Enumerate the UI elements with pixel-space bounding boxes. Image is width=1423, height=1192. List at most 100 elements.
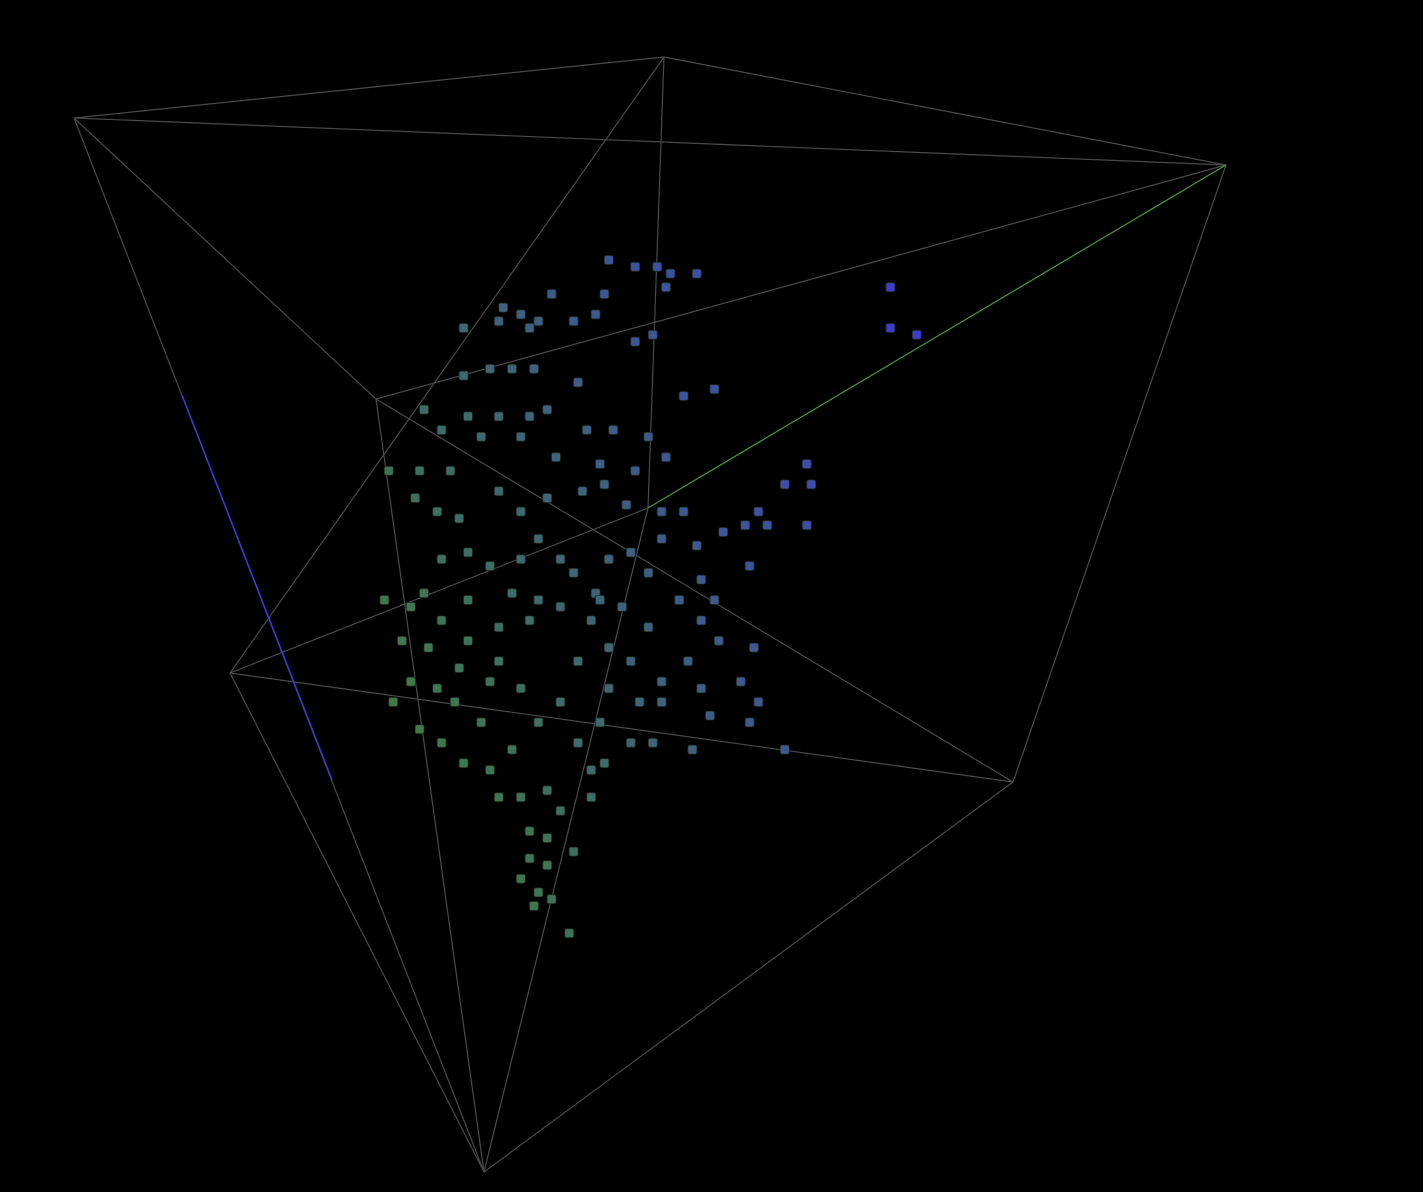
point — [555, 805, 566, 816]
point — [533, 533, 544, 544]
point — [423, 642, 434, 653]
point — [524, 411, 535, 422]
point — [595, 595, 605, 605]
point — [603, 255, 614, 265]
point — [595, 717, 605, 728]
point — [405, 676, 416, 687]
point — [397, 635, 407, 646]
point — [647, 329, 658, 340]
point — [630, 336, 641, 347]
point — [524, 853, 535, 864]
point — [696, 615, 707, 626]
point — [533, 887, 544, 898]
point — [709, 595, 720, 605]
point — [485, 676, 495, 687]
point — [515, 309, 526, 320]
point — [436, 554, 447, 565]
point — [458, 758, 469, 769]
point — [762, 520, 773, 531]
point — [493, 316, 504, 327]
point — [414, 465, 425, 476]
point — [555, 601, 566, 612]
point — [383, 465, 394, 476]
point — [674, 595, 685, 605]
point — [436, 425, 447, 435]
point — [625, 547, 636, 558]
point — [617, 601, 627, 612]
point — [753, 697, 764, 707]
point — [405, 601, 416, 612]
point — [542, 833, 553, 843]
point — [665, 268, 676, 279]
point — [551, 452, 561, 463]
point — [419, 588, 429, 599]
point — [625, 737, 636, 748]
point — [656, 533, 667, 544]
point — [515, 554, 526, 565]
point — [498, 302, 509, 313]
point — [542, 860, 553, 871]
point — [709, 384, 720, 395]
point — [603, 642, 614, 653]
point — [524, 323, 535, 333]
point — [740, 520, 751, 531]
point — [463, 547, 473, 558]
point — [507, 588, 517, 599]
point — [586, 765, 597, 775]
point — [436, 737, 447, 748]
point — [458, 323, 469, 333]
point — [630, 465, 641, 476]
point — [696, 574, 707, 585]
point — [643, 567, 654, 578]
point — [683, 656, 693, 667]
point — [696, 683, 707, 694]
point — [533, 717, 544, 728]
point — [885, 323, 896, 333]
point — [568, 316, 579, 327]
point — [911, 329, 922, 340]
point — [463, 635, 473, 646]
point — [410, 493, 421, 503]
point — [625, 656, 636, 667]
point — [705, 710, 715, 721]
point — [542, 493, 553, 503]
point — [599, 479, 610, 490]
point — [485, 363, 495, 374]
point — [507, 744, 517, 755]
point — [568, 567, 579, 578]
point — [643, 431, 654, 442]
point — [603, 683, 614, 694]
point — [529, 901, 539, 911]
point — [533, 595, 544, 605]
point — [718, 527, 729, 537]
point — [542, 785, 553, 796]
point — [779, 744, 790, 755]
point — [546, 289, 557, 299]
point — [643, 622, 654, 633]
point — [599, 289, 610, 299]
point — [687, 744, 698, 755]
point — [388, 697, 399, 707]
point — [432, 506, 443, 517]
point — [744, 717, 755, 728]
point — [546, 894, 557, 905]
wireframe-box — [73, 56, 1227, 1173]
point — [656, 676, 667, 687]
point — [586, 792, 597, 803]
point — [515, 873, 526, 884]
point — [573, 737, 583, 748]
point — [454, 663, 465, 673]
point — [603, 554, 614, 565]
point — [493, 486, 504, 497]
point — [595, 459, 605, 469]
point — [449, 697, 460, 707]
point — [885, 282, 896, 293]
point — [586, 615, 597, 626]
point — [485, 561, 495, 571]
point — [568, 846, 579, 857]
point — [634, 697, 645, 707]
point — [533, 316, 544, 327]
point — [621, 499, 632, 510]
point — [564, 928, 575, 939]
